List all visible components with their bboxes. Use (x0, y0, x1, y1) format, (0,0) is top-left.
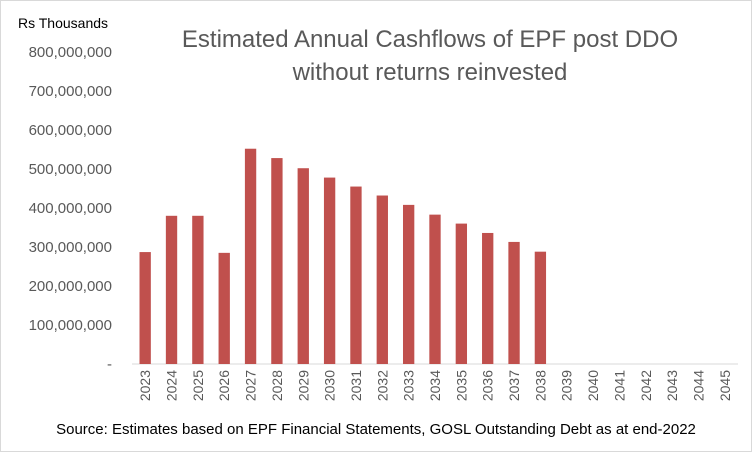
x-tick-label: 2034 (427, 370, 443, 401)
bar (323, 177, 336, 364)
x-tick-label: 2037 (506, 370, 522, 401)
x-tick-label: 2045 (717, 370, 733, 401)
y-tick-label: 600,000,000 (29, 122, 112, 139)
x-tick-label: 2038 (532, 370, 548, 401)
bar (455, 223, 468, 364)
y-tick-label: 100,000,000 (29, 317, 112, 334)
x-tick-label: 2025 (190, 370, 206, 401)
bar (534, 251, 547, 364)
y-axis-unit-label: Rs Thousands (18, 15, 108, 31)
x-tick-label: 2024 (164, 370, 180, 401)
bar (376, 195, 388, 364)
y-axis: - 100,000,000 200,000,000 300,000,000 400,00… (29, 44, 112, 373)
bar (508, 241, 520, 364)
x-tick-label: 2036 (480, 370, 496, 401)
x-tick-label: 2044 (690, 370, 706, 401)
x-tick-label: 2041 (611, 370, 627, 401)
x-tick-label: 2023 (137, 370, 153, 401)
x-tick-label: 2031 (348, 370, 364, 401)
x-tick-label: 2040 (585, 370, 601, 401)
source-note: Source: Estimates based on EPF Financial… (56, 421, 696, 438)
bar (218, 252, 230, 364)
bar (482, 232, 494, 364)
bar (271, 158, 283, 364)
bar (297, 168, 309, 364)
x-tick-label: 2032 (374, 370, 390, 401)
x-tick-label: 2035 (453, 370, 469, 401)
x-tick-label: 2039 (559, 370, 575, 401)
y-tick-label: 700,000,000 (29, 83, 112, 100)
bars (139, 148, 547, 364)
x-tick-label: 2042 (638, 370, 654, 401)
x-tick-label: 2030 (322, 370, 338, 401)
bar (165, 215, 178, 364)
chart-title-line-2: without returns reinvested (292, 59, 568, 86)
y-tick-label: 800,000,000 (29, 44, 112, 61)
x-tick-label: 2028 (269, 370, 285, 401)
x-tick-label: 2029 (295, 370, 311, 401)
bar (139, 252, 151, 364)
x-axis: 2023 2024 2025 2026 2027 2028 2029 2030 2031 2032… (137, 370, 733, 401)
x-tick-label: 2043 (664, 370, 680, 401)
y-tick-label: 300,000,000 (29, 239, 112, 256)
y-tick-label: 400,000,000 (29, 200, 112, 217)
bar (192, 215, 204, 364)
bar (350, 186, 362, 364)
x-tick-label: 2033 (401, 370, 417, 401)
y-tick-label: 500,000,000 (29, 161, 112, 178)
x-tick-label: 2026 (216, 370, 232, 401)
y-tick-label: - (107, 356, 112, 373)
bar (402, 204, 415, 364)
y-tick-label: 200,000,000 (29, 278, 112, 295)
bar (429, 214, 441, 364)
bar (244, 148, 257, 364)
chart-title-line-1: Estimated Annual Cashflows of EPF post D… (182, 26, 678, 53)
x-tick-label: 2027 (243, 370, 259, 401)
